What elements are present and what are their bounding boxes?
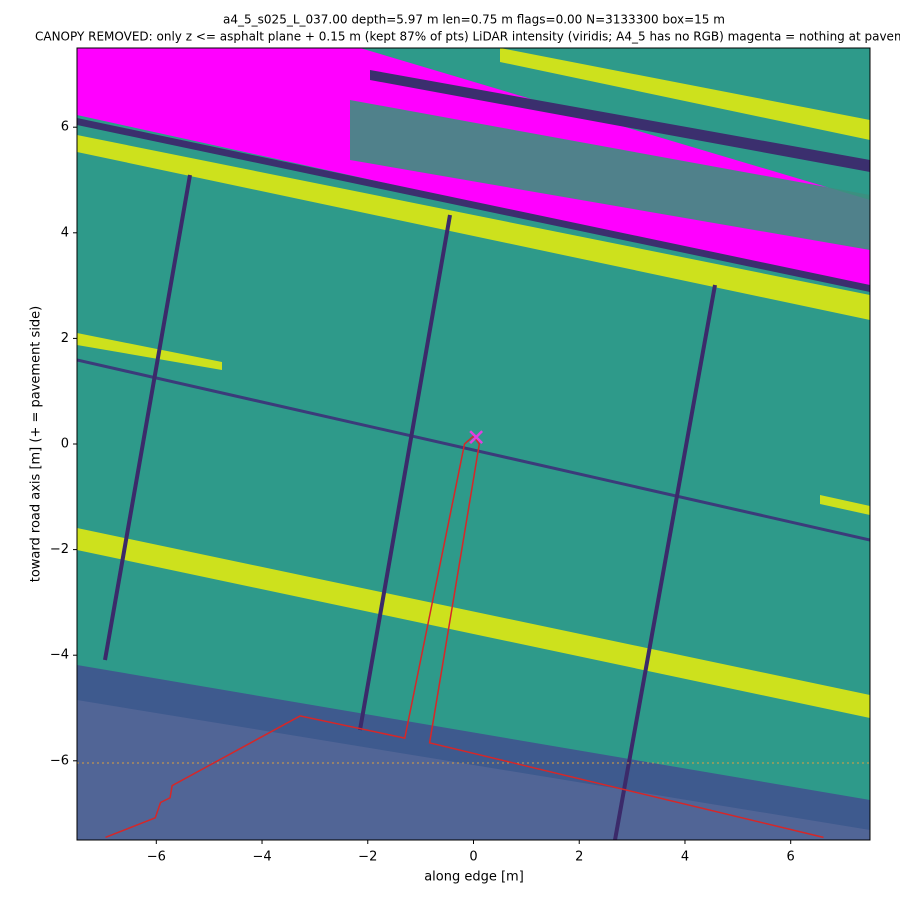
- x-tick-label: 6: [787, 850, 795, 865]
- y-tick-label: 0: [61, 437, 69, 452]
- chart-title: a4_5_s025_L_037.00 depth=5.97 m len=0.75…: [223, 13, 725, 27]
- x-tick-label: 4: [681, 850, 689, 865]
- y-tick-label: −2: [50, 542, 69, 557]
- y-tick-label: −4: [50, 648, 69, 663]
- x-marker: [469, 430, 484, 445]
- x-tick-label: −4: [252, 850, 271, 865]
- y-tick-label: 2: [61, 331, 69, 346]
- x-tick-label: −6: [147, 850, 166, 865]
- y-axis-label: toward road axis [m] (+ = pavement side): [29, 306, 44, 583]
- x-tick-label: 0: [469, 850, 477, 865]
- x-tick-label: −2: [358, 850, 377, 865]
- y-tick-label: 4: [61, 225, 69, 240]
- outline-line: [105, 434, 824, 839]
- x-axis-label: along edge [m]: [424, 870, 524, 885]
- y-tick-label: −6: [50, 753, 69, 768]
- intensity-raster: [77, 48, 870, 840]
- y-tick-label: 6: [61, 120, 69, 135]
- chart-subtitle: CANOPY REMOVED: only z <= asphalt plane …: [35, 30, 900, 44]
- x-tick-label: 2: [575, 850, 583, 865]
